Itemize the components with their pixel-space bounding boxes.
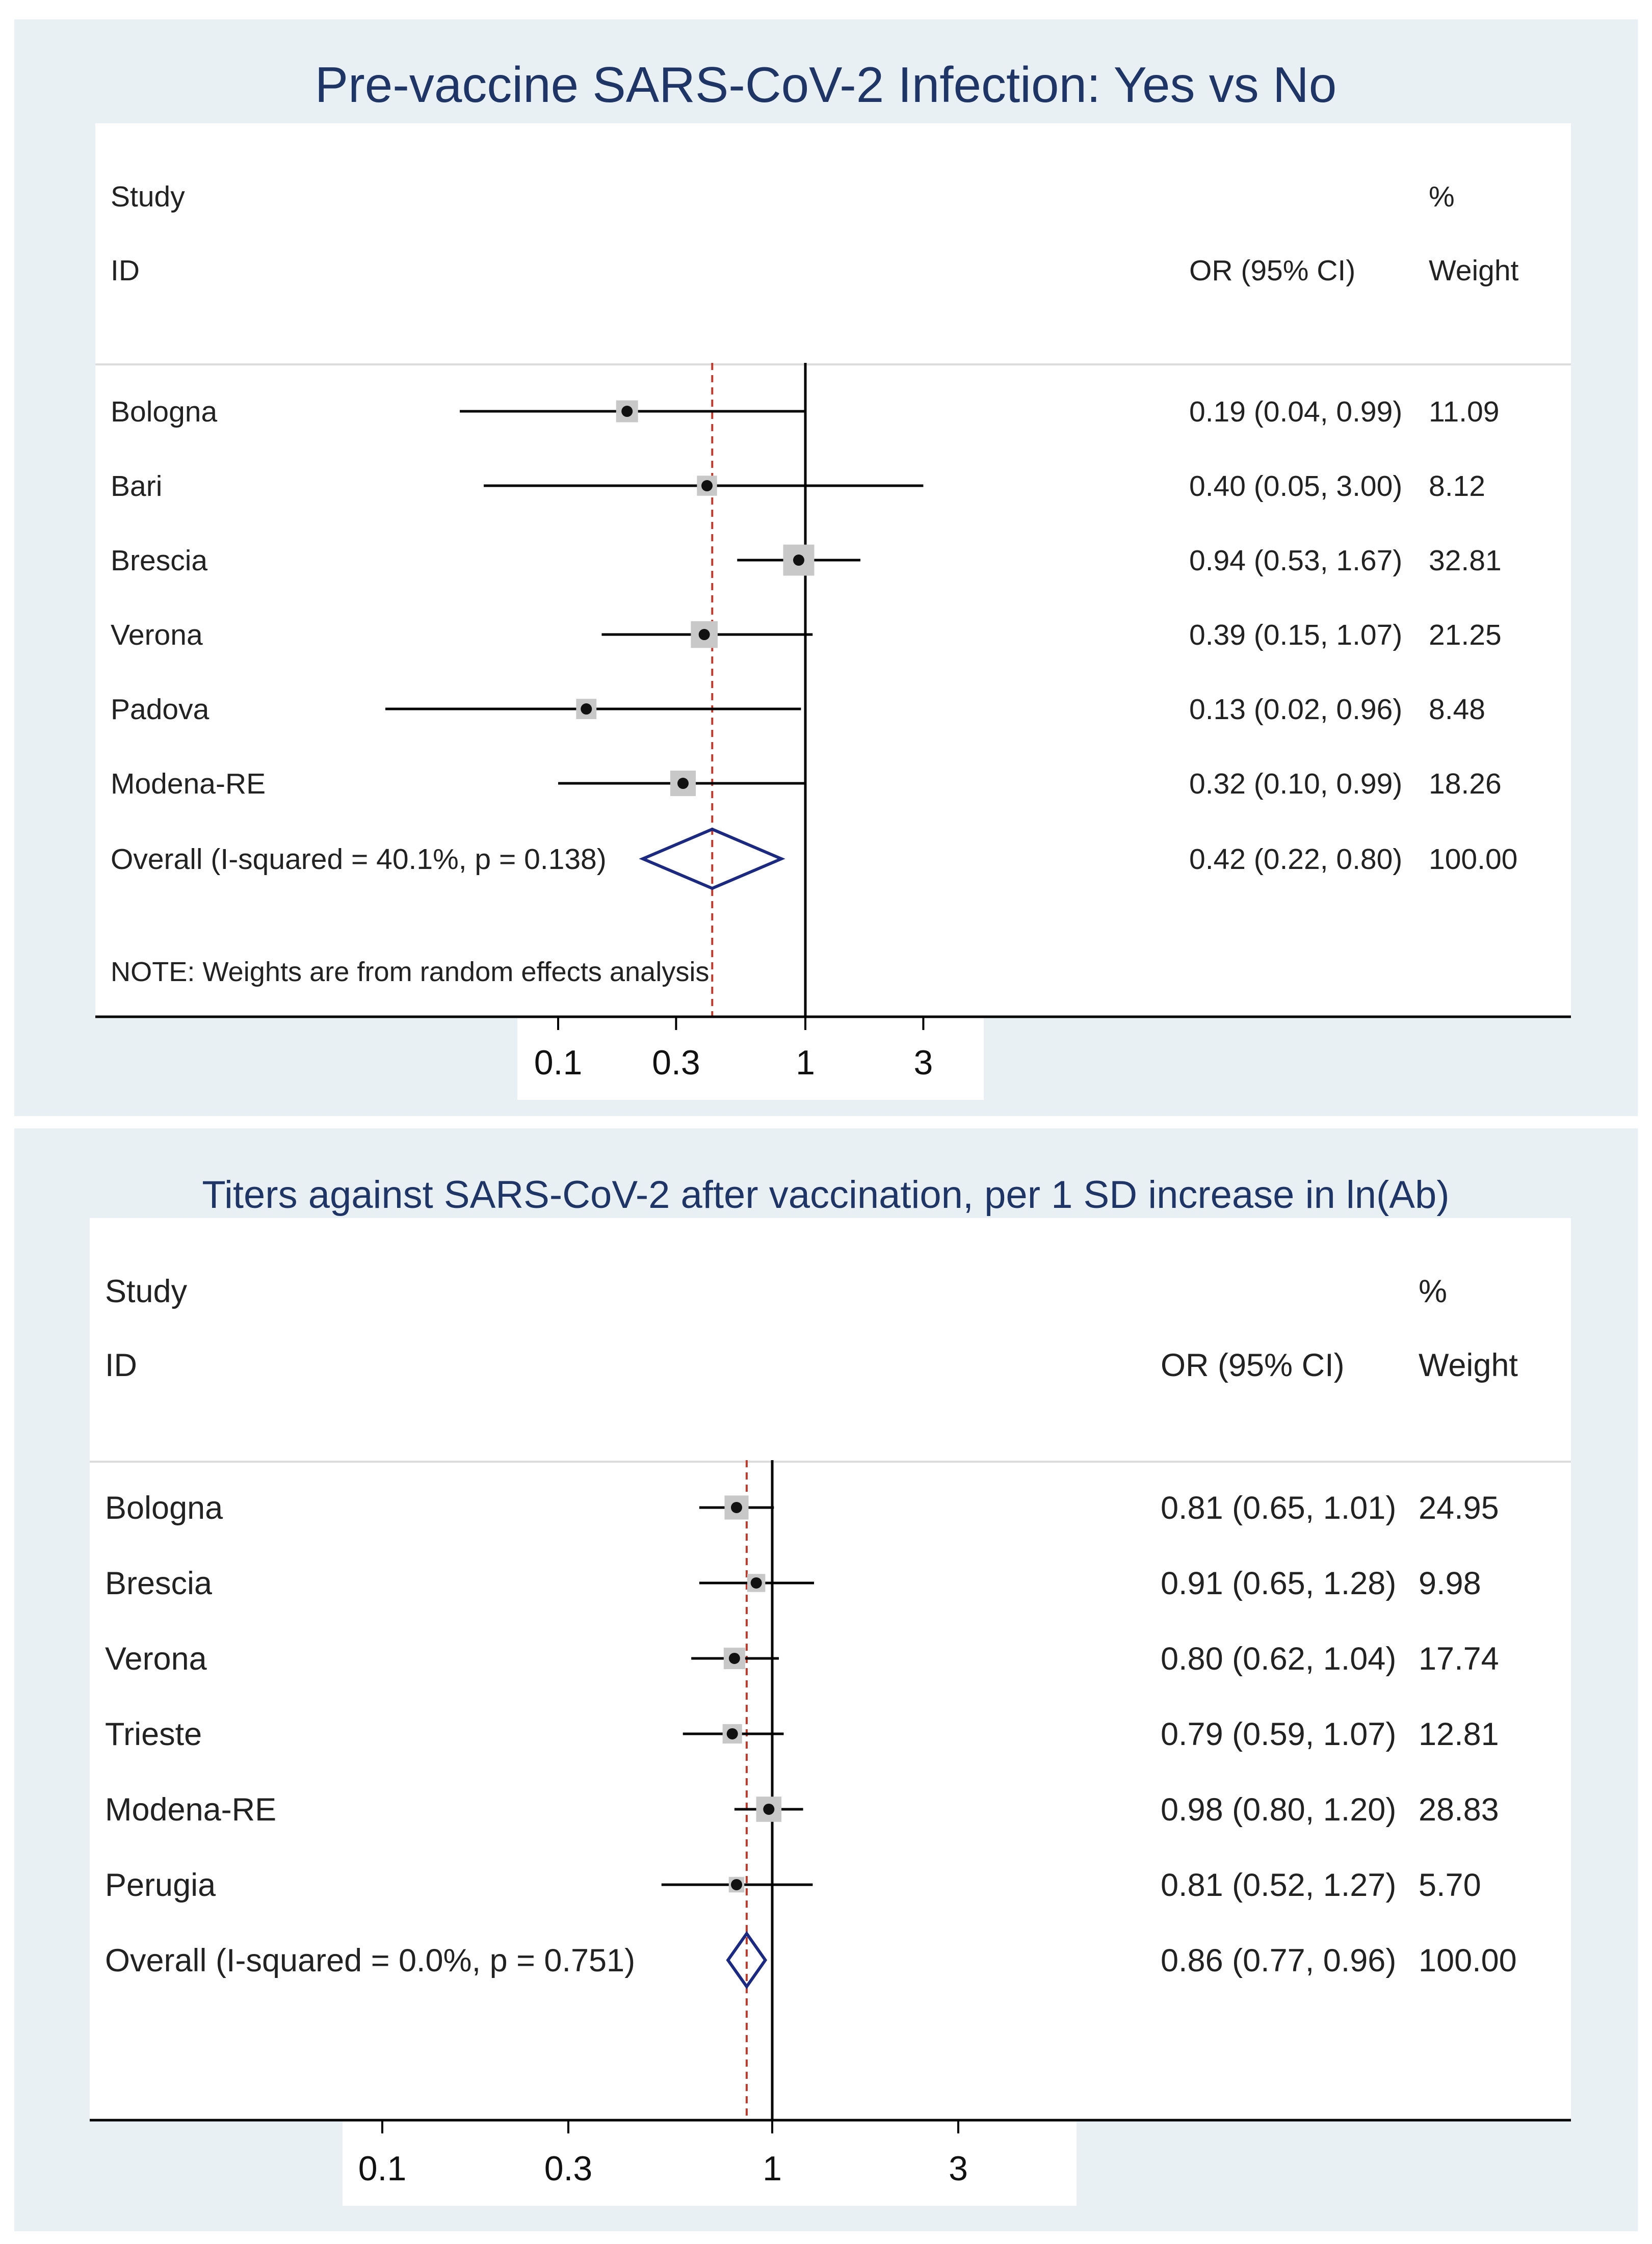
- panel2-point-estimate: [750, 1577, 762, 1589]
- panel1-study-weight: 8.48: [1429, 693, 1485, 726]
- panel1-study-label: Padova: [111, 693, 209, 726]
- panel2-header-percent: %: [1419, 1274, 1447, 1309]
- panel2-study-label: Trieste: [105, 1717, 202, 1752]
- panel1-study-weight: 21.25: [1429, 619, 1502, 651]
- panel1-study-label: Brescia: [111, 544, 207, 577]
- panel1-study-label: Modena-RE: [111, 768, 266, 800]
- panel2-header-study: Study: [105, 1274, 188, 1309]
- panel1-overall-diamond: [639, 827, 785, 890]
- panel2-study-weight: 9.98: [1419, 1566, 1481, 1601]
- panel2-x-tick-label: 1: [763, 2149, 782, 2188]
- panel1-study-weight: 32.81: [1429, 544, 1502, 577]
- panel1-x-tick-label: 0.3: [652, 1043, 700, 1082]
- panel2-study-label: Perugia: [105, 1867, 216, 1903]
- panel1-overall-or-text: 0.42 (0.22, 0.80): [1189, 843, 1402, 876]
- panel2-study-or-text: 0.81 (0.65, 1.01): [1161, 1490, 1396, 1526]
- panel1-header-percent: %: [1429, 180, 1455, 213]
- panel2-point-estimate: [730, 1501, 742, 1513]
- panel1-point-estimate: [698, 629, 710, 641]
- panel1-study-or-text: 0.94 (0.53, 1.67): [1189, 544, 1402, 577]
- panel2-study-or-text: 0.98 (0.80, 1.20): [1161, 1792, 1396, 1828]
- panel2-study-weight: 12.81: [1419, 1717, 1499, 1752]
- panel2-study-weight: 5.70: [1419, 1867, 1481, 1903]
- panel2-overall-diamond: [726, 1931, 768, 1990]
- panel1-overall-label: Overall (I-squared = 40.1%, p = 0.138): [111, 843, 607, 876]
- panel1-study-or-text: 0.39 (0.15, 1.07): [1189, 619, 1402, 651]
- panel1-x-tick-label: 0.1: [534, 1043, 583, 1082]
- panel2-chart-title: Titers against SARS-CoV-2 after vaccinat…: [202, 1173, 1449, 1217]
- panel2-point-estimate: [726, 1728, 738, 1739]
- panel2-study-weight: 24.95: [1419, 1490, 1499, 1526]
- panel2-study-or-text: 0.81 (0.52, 1.27): [1161, 1867, 1396, 1903]
- panel2-overall-label: Overall (I-squared = 0.0%, p = 0.751): [105, 1943, 635, 1978]
- panel2-study-label: Verona: [105, 1641, 207, 1677]
- panel2-x-tick-label: 0.1: [358, 2149, 407, 2188]
- panel1-study-label: Verona: [111, 619, 203, 651]
- panel2-study-or-text: 0.79 (0.59, 1.07): [1161, 1717, 1396, 1752]
- panel2-x-tick-label: 0.3: [544, 2149, 593, 2188]
- panel2-study-label: Bologna: [105, 1490, 223, 1526]
- panel2-study-weight: 28.83: [1419, 1792, 1499, 1828]
- panel2-point-estimate: [728, 1652, 740, 1664]
- panel1-point-estimate: [701, 480, 713, 492]
- panel2-study-label: Brescia: [105, 1566, 213, 1601]
- panel2-overall-or-text: 0.86 (0.77, 0.96): [1161, 1943, 1396, 1978]
- panel1-header-weight: Weight: [1429, 254, 1519, 287]
- panel1-chart-title: Pre-vaccine SARS-CoV-2 Infection: Yes vs…: [315, 57, 1337, 113]
- panel2-study-label: Modena-RE: [105, 1792, 276, 1828]
- panel1-note-text: NOTE: Weights are from random effects an…: [111, 957, 710, 987]
- panel2-header-weight: Weight: [1419, 1348, 1518, 1383]
- panel2-study-weight: 17.74: [1419, 1641, 1499, 1677]
- panel1-header-id: ID: [111, 254, 140, 287]
- panel2-study-or-text: 0.80 (0.62, 1.04): [1161, 1641, 1396, 1677]
- panel1-x-tick-label: 3: [913, 1043, 933, 1082]
- panel1-header-study: Study: [111, 180, 185, 213]
- panel1-point-estimate: [621, 406, 633, 417]
- panel1-study-or-text: 0.19 (0.04, 0.99): [1189, 395, 1402, 428]
- panel2-tick-label-area: [343, 2122, 1077, 2206]
- panel1-tick-label-area: [517, 1018, 984, 1100]
- panel2-overall-weight: 100.00: [1419, 1943, 1517, 1978]
- panel2-point-estimate: [730, 1879, 742, 1890]
- panel1-plot-area: [95, 123, 1571, 1016]
- panel2-study-or-text: 0.91 (0.65, 1.28): [1161, 1566, 1396, 1601]
- panel2-x-tick-label: 3: [949, 2149, 968, 2188]
- panel1-point-estimate: [581, 703, 592, 715]
- panel1-study-weight: 18.26: [1429, 768, 1502, 800]
- panel1-study-or-text: 0.13 (0.02, 0.96): [1189, 693, 1402, 726]
- panel1-study-label: Bari: [111, 470, 162, 503]
- panel1-study-or-text: 0.40 (0.05, 3.00): [1189, 470, 1402, 503]
- panel2-point-estimate: [763, 1803, 775, 1815]
- panel1-study-weight: 11.09: [1429, 395, 1499, 428]
- panel1-header-or-ci: OR (95% CI): [1189, 254, 1355, 287]
- panel1-study-label: Bologna: [111, 395, 217, 428]
- panel1-x-tick-label: 1: [796, 1043, 815, 1082]
- panel1-point-estimate: [793, 555, 804, 566]
- panel2-plot-area: [90, 1218, 1571, 2120]
- panel1-overall-weight: 100.00: [1429, 843, 1517, 876]
- panel1-point-estimate: [677, 778, 689, 789]
- panel2-header-id: ID: [105, 1348, 137, 1383]
- panel2-header-or-ci: OR (95% CI): [1161, 1348, 1345, 1383]
- panel1-study-weight: 8.12: [1429, 470, 1485, 503]
- panel1-study-or-text: 0.32 (0.10, 0.99): [1189, 768, 1402, 800]
